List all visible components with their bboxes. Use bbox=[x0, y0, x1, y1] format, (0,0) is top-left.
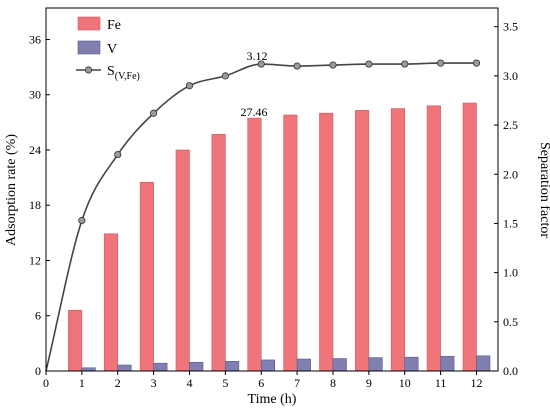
separation-factor-point-11 bbox=[437, 59, 445, 67]
y2-axis-ticks: 0.0 0.5 1.0 1.5 2.0 2.5 3.0 3.5 bbox=[494, 20, 518, 378]
bar-fe-3 bbox=[139, 181, 154, 372]
legend-marker-s bbox=[84, 66, 93, 74]
x-tick-label-2: 2 bbox=[115, 376, 121, 390]
bar-fe-7 bbox=[283, 114, 298, 372]
y-tick-label-24: 24 bbox=[29, 143, 41, 157]
y-tick-label-30: 30 bbox=[29, 88, 41, 102]
separation-factor-point-6 bbox=[257, 60, 265, 68]
y2-tick-label-0.0: 0.0 bbox=[503, 364, 518, 378]
bar-fe-6 bbox=[247, 117, 262, 372]
bar-fe-2 bbox=[103, 233, 119, 372]
annotation-s-peak: 3.12 bbox=[247, 49, 268, 63]
y2-tick-label-2.5: 2.5 bbox=[503, 118, 518, 132]
y-axis-ticks: 0 6 12 18 24 30 36 bbox=[29, 32, 50, 378]
bar-fe-10 bbox=[390, 108, 406, 372]
annotation-fe-peak: 27.46 bbox=[241, 105, 268, 119]
y2-tick-label-1.5: 1.5 bbox=[503, 216, 518, 230]
bar-layer bbox=[68, 102, 491, 372]
x-tick-label-7: 7 bbox=[294, 376, 300, 390]
y2-tick-label-0.5: 0.5 bbox=[503, 315, 518, 329]
y-tick-label-6: 6 bbox=[35, 309, 41, 323]
x-tick-label-1: 1 bbox=[79, 376, 85, 390]
y2-tick-label-2.0: 2.0 bbox=[503, 167, 518, 181]
x-tick-label-5: 5 bbox=[222, 376, 228, 390]
legend: Fe V S(V,Fe) bbox=[76, 16, 140, 82]
legend-swatch-fe bbox=[77, 16, 101, 31]
legend-label-v: V bbox=[107, 42, 117, 57]
bar-v-6 bbox=[260, 359, 276, 372]
separation-factor-point-10 bbox=[401, 60, 409, 68]
separation-factor-point-3 bbox=[150, 109, 158, 117]
y2-tick-label-1.0: 1.0 bbox=[503, 266, 518, 280]
y-tick-label-36: 36 bbox=[29, 32, 41, 46]
x-axis-ticks: 0 1 2 3 4 5 6 7 8 9 10 11 12 bbox=[43, 371, 482, 390]
x-tick-label-6: 6 bbox=[258, 376, 264, 390]
y2-axis-title: Separation factor bbox=[537, 142, 550, 238]
separation-factor-point-1 bbox=[78, 216, 86, 225]
legend-label-fe: Fe bbox=[107, 18, 121, 33]
y-tick-label-12: 12 bbox=[29, 253, 41, 267]
bar-fe-8 bbox=[319, 112, 334, 372]
x-tick-label-0: 0 bbox=[43, 376, 49, 390]
bar-v-11 bbox=[440, 355, 455, 372]
bar-fe-12 bbox=[462, 102, 477, 372]
legend-label-s: S(V,Fe) bbox=[107, 64, 140, 82]
bar-v-5 bbox=[225, 361, 240, 372]
legend-label-s-sub: (V,Fe) bbox=[115, 71, 140, 82]
x-axis-title: Time (h) bbox=[248, 392, 297, 407]
separation-factor-point-7 bbox=[293, 62, 301, 70]
separation-factor-point-12 bbox=[472, 59, 481, 67]
y-axis-title: Adsorption rate (%) bbox=[4, 134, 19, 246]
separation-factor-point-5 bbox=[221, 72, 229, 80]
y2-tick-label-3.0: 3.0 bbox=[503, 69, 518, 83]
bar-v-7 bbox=[296, 358, 311, 372]
separation-factor-point-4 bbox=[185, 82, 194, 90]
x-tick-label-9: 9 bbox=[366, 376, 372, 390]
bar-fe-9 bbox=[355, 110, 370, 372]
bar-v-8 bbox=[332, 358, 347, 372]
x-tick-label-3: 3 bbox=[151, 376, 157, 390]
bar-fe-5 bbox=[211, 134, 226, 372]
bar-fe-11 bbox=[426, 105, 441, 372]
x-tick-label-4: 4 bbox=[186, 376, 192, 390]
bar-v-9 bbox=[368, 357, 383, 372]
legend-label-s-main: S bbox=[107, 64, 115, 79]
x-tick-label-11: 11 bbox=[435, 376, 447, 390]
y-tick-label-0: 0 bbox=[35, 364, 41, 378]
bar-v-2 bbox=[117, 364, 132, 372]
y-tick-label-18: 18 bbox=[29, 198, 41, 212]
bar-v-4 bbox=[189, 361, 204, 372]
separation-factor-layer bbox=[45, 59, 481, 372]
y2-tick-label-3.5: 3.5 bbox=[503, 20, 518, 34]
bar-v-10 bbox=[404, 356, 419, 372]
plot-frame bbox=[45, 7, 499, 372]
bar-fe-4 bbox=[175, 149, 190, 372]
legend-swatch-v bbox=[77, 40, 101, 55]
separation-factor-point-2 bbox=[114, 150, 122, 159]
separation-factor-point-9 bbox=[365, 60, 373, 68]
x-tick-label-8: 8 bbox=[330, 376, 336, 390]
bar-fe-1 bbox=[68, 309, 83, 372]
bar-v-3 bbox=[153, 362, 168, 372]
x-tick-label-10: 10 bbox=[399, 376, 411, 390]
separation-factor-point-8 bbox=[329, 61, 337, 69]
bar-v-12 bbox=[476, 355, 491, 372]
x-tick-label-12: 12 bbox=[470, 376, 482, 390]
